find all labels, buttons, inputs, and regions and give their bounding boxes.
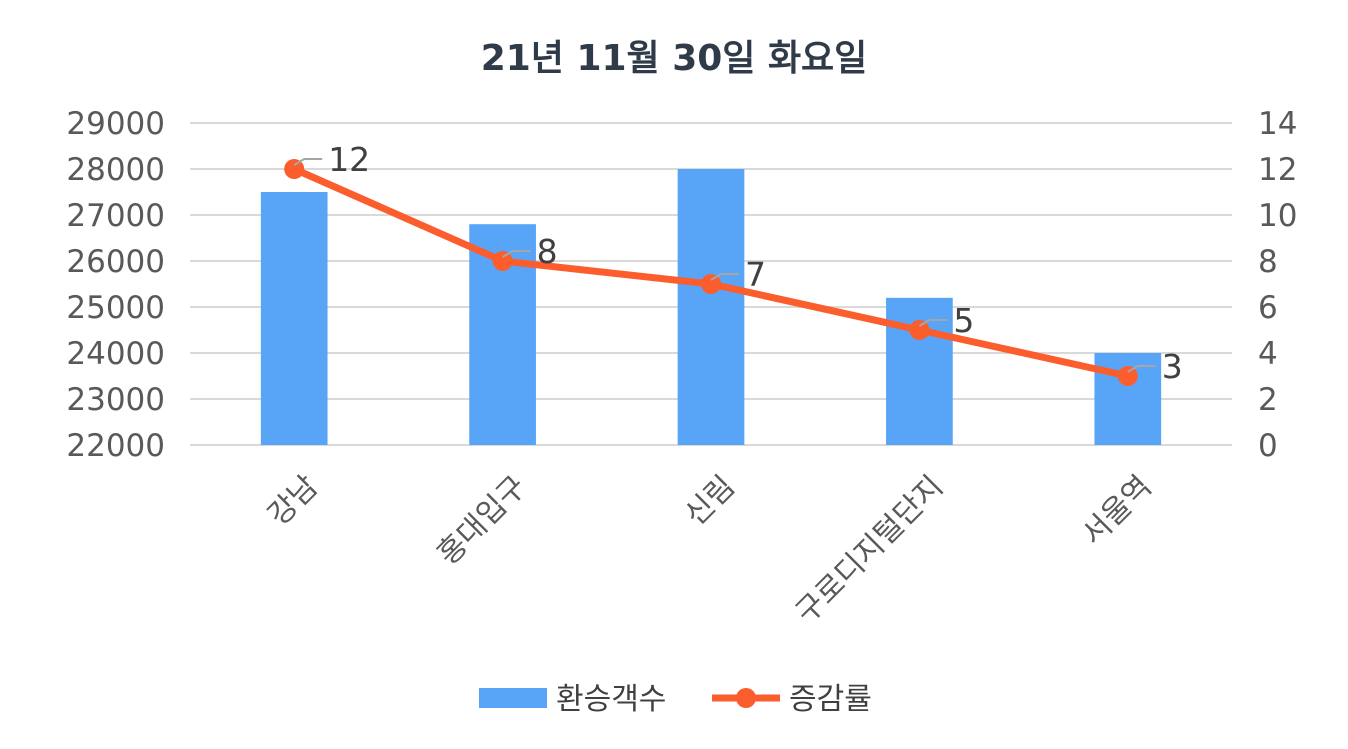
category-label: 홍대입구 [431,469,534,572]
category-label: 신림 [678,469,742,533]
right-tick-label: 14 [1258,106,1297,142]
legend-label: 환승객수 [556,682,666,717]
right-y-axis: 0 2 4 6 8 10 12 14 [1258,106,1297,464]
data-label-leader [502,250,531,258]
right-tick-label: 4 [1258,336,1278,372]
data-label: 7 [745,255,766,294]
left-tick-label: 29000 [66,106,165,142]
bar [260,192,328,445]
line-series [284,159,1138,386]
bar-series [260,169,1162,445]
x-axis-categories: 강남 홍대입구 신림 구로디지털단지 서울역 [261,469,1158,630]
data-label-leader [293,158,323,166]
left-tick-label: 27000 [66,198,165,234]
left-tick-label: 25000 [66,290,165,326]
data-labels: 12 8 7 5 3 [293,140,1183,386]
line-point [909,320,930,340]
data-label: 12 [328,140,370,179]
line-point [284,159,305,179]
bar [677,169,745,445]
data-label: 8 [537,232,558,271]
data-label: 3 [1162,347,1183,386]
legend-swatch-bar [479,688,547,708]
left-y-axis: 22000 23000 24000 25000 26000 27000 28000 29000 [66,106,165,464]
left-tick-label: 23000 [66,382,165,418]
left-tick-label: 24000 [66,336,165,372]
right-tick-label: 8 [1258,244,1278,280]
category-label: 구로디지털단지 [789,469,950,630]
line-point [1117,366,1138,386]
data-label: 5 [953,301,974,340]
right-tick-label: 10 [1258,198,1297,234]
data-label-leader [1127,365,1156,373]
right-tick-label: 6 [1258,290,1278,326]
right-tick-label: 12 [1258,152,1297,188]
category-label: 서울역 [1075,469,1158,552]
left-tick-label: 26000 [66,244,165,280]
legend-swatch-marker [736,688,756,708]
right-tick-label: 0 [1258,428,1278,464]
left-tick-label: 22000 [66,428,165,464]
chart-title: 21년 11월 30일 화요일 [481,38,868,79]
left-tick-label: 28000 [66,152,165,188]
right-tick-label: 2 [1258,382,1278,418]
legend: 환승객수 증감률 [479,682,872,717]
line-point [701,274,721,294]
legend-label: 증감률 [789,682,872,717]
data-label-leader [710,273,739,281]
category-label: 강남 [261,469,325,533]
line-point [492,251,513,271]
data-label-leader [918,319,948,327]
